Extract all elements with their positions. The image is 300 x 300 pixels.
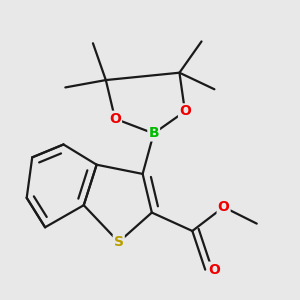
Text: O: O (208, 262, 220, 277)
Text: O: O (109, 112, 121, 126)
Text: O: O (218, 200, 230, 214)
Text: O: O (179, 104, 191, 118)
Text: S: S (114, 235, 124, 249)
Text: B: B (148, 126, 159, 140)
